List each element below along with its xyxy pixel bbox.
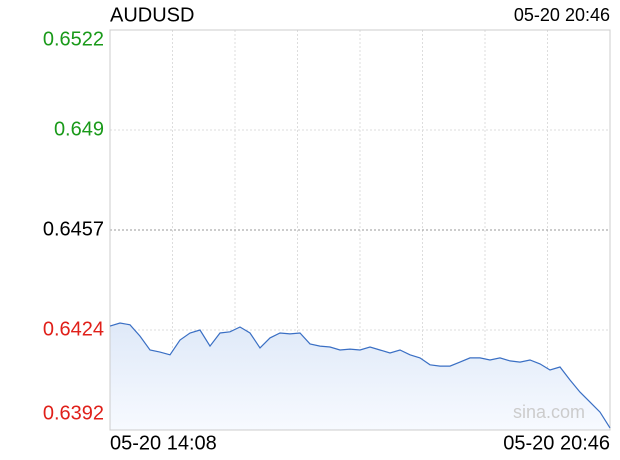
x-tick-label: 05-20 14:08	[110, 432, 217, 454]
timestamp: 05-20 20:46	[514, 5, 610, 25]
y-tick-label: 0.6392	[43, 402, 104, 424]
y-tick-label: 0.6424	[43, 318, 104, 340]
y-tick-label: 0.649	[54, 118, 104, 140]
price-line	[109, 322, 611, 429]
plot-frame	[109, 29, 611, 431]
y-tick-label: 0.6457	[43, 218, 104, 240]
area-fill	[110, 323, 610, 430]
chart-title: AUDUSD	[110, 4, 194, 26]
watermark: sina.com	[513, 402, 585, 422]
y-tick-label: 0.6522	[43, 28, 104, 50]
x-tick-label: 05-20 20:46	[503, 432, 610, 454]
